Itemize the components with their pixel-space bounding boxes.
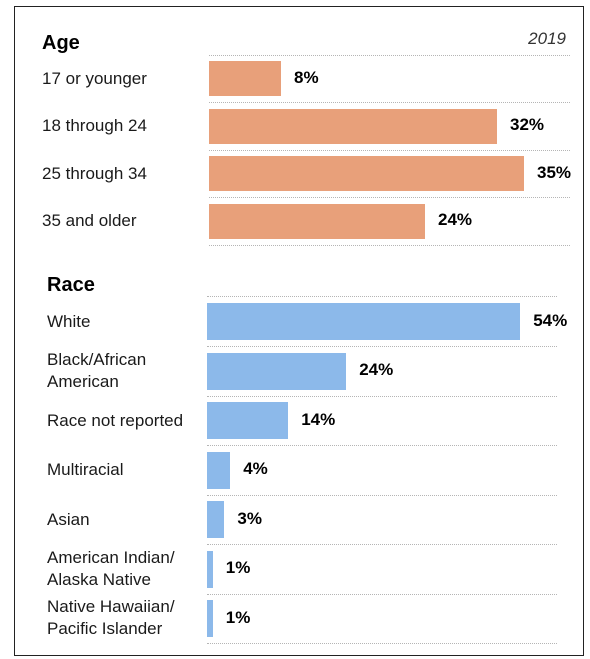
gridline (209, 197, 570, 199)
data-label: 35% (537, 162, 572, 182)
bar-race-2 (207, 402, 289, 439)
gridline (207, 494, 557, 496)
category-label: Asian (47, 509, 90, 529)
bar-race-4 (207, 501, 225, 538)
category-label: Multiracial (47, 460, 124, 479)
data-label: 8% (294, 67, 319, 87)
category-label: White (47, 311, 91, 331)
bar-age-3 (209, 203, 425, 239)
category-label: 18 through 24 (42, 116, 147, 135)
category-label: 17 or younger (42, 68, 147, 88)
gridline (207, 296, 557, 297)
data-label: 24% (359, 360, 394, 379)
gridline (209, 149, 570, 151)
gridline (207, 395, 557, 397)
category-label: 25 through 34 (42, 163, 147, 183)
gridline (207, 643, 557, 645)
data-label: 1% (225, 558, 251, 577)
category-label: Black/African American (47, 349, 147, 391)
data-label: 4% (243, 459, 268, 478)
category-label: American Indian/ Alaska Native (47, 547, 175, 589)
data-label: 14% (301, 409, 336, 429)
bar-race-3 (207, 451, 231, 489)
bar-age-2 (209, 156, 524, 191)
category-label: 35 and older (42, 211, 137, 230)
data-label: 54% (533, 310, 568, 330)
data-label: 3% (237, 508, 262, 528)
gridline (207, 346, 557, 348)
data-label: 24% (438, 210, 473, 229)
bar-race-6 (207, 600, 213, 637)
gridline (207, 544, 557, 546)
section-title-age: Age (42, 32, 80, 54)
bar-race-5 (207, 550, 213, 588)
chart-frame (14, 6, 584, 656)
gridline (209, 102, 570, 104)
category-label: Native Hawaiian/ Pacific Islander (47, 597, 175, 638)
bar-age-0 (209, 61, 281, 96)
gridline (207, 445, 557, 447)
bar-age-1 (209, 108, 497, 144)
gridline (209, 244, 570, 246)
category-label: Race not reported (47, 410, 184, 430)
year-label: 2019 (528, 29, 566, 48)
gridline (207, 593, 557, 595)
gridline (209, 55, 570, 56)
data-label: 1% (225, 607, 251, 627)
section-title-race: Race (47, 274, 95, 296)
bar-race-0 (207, 303, 521, 340)
data-label: 32% (510, 115, 545, 134)
bar-race-1 (207, 352, 347, 390)
